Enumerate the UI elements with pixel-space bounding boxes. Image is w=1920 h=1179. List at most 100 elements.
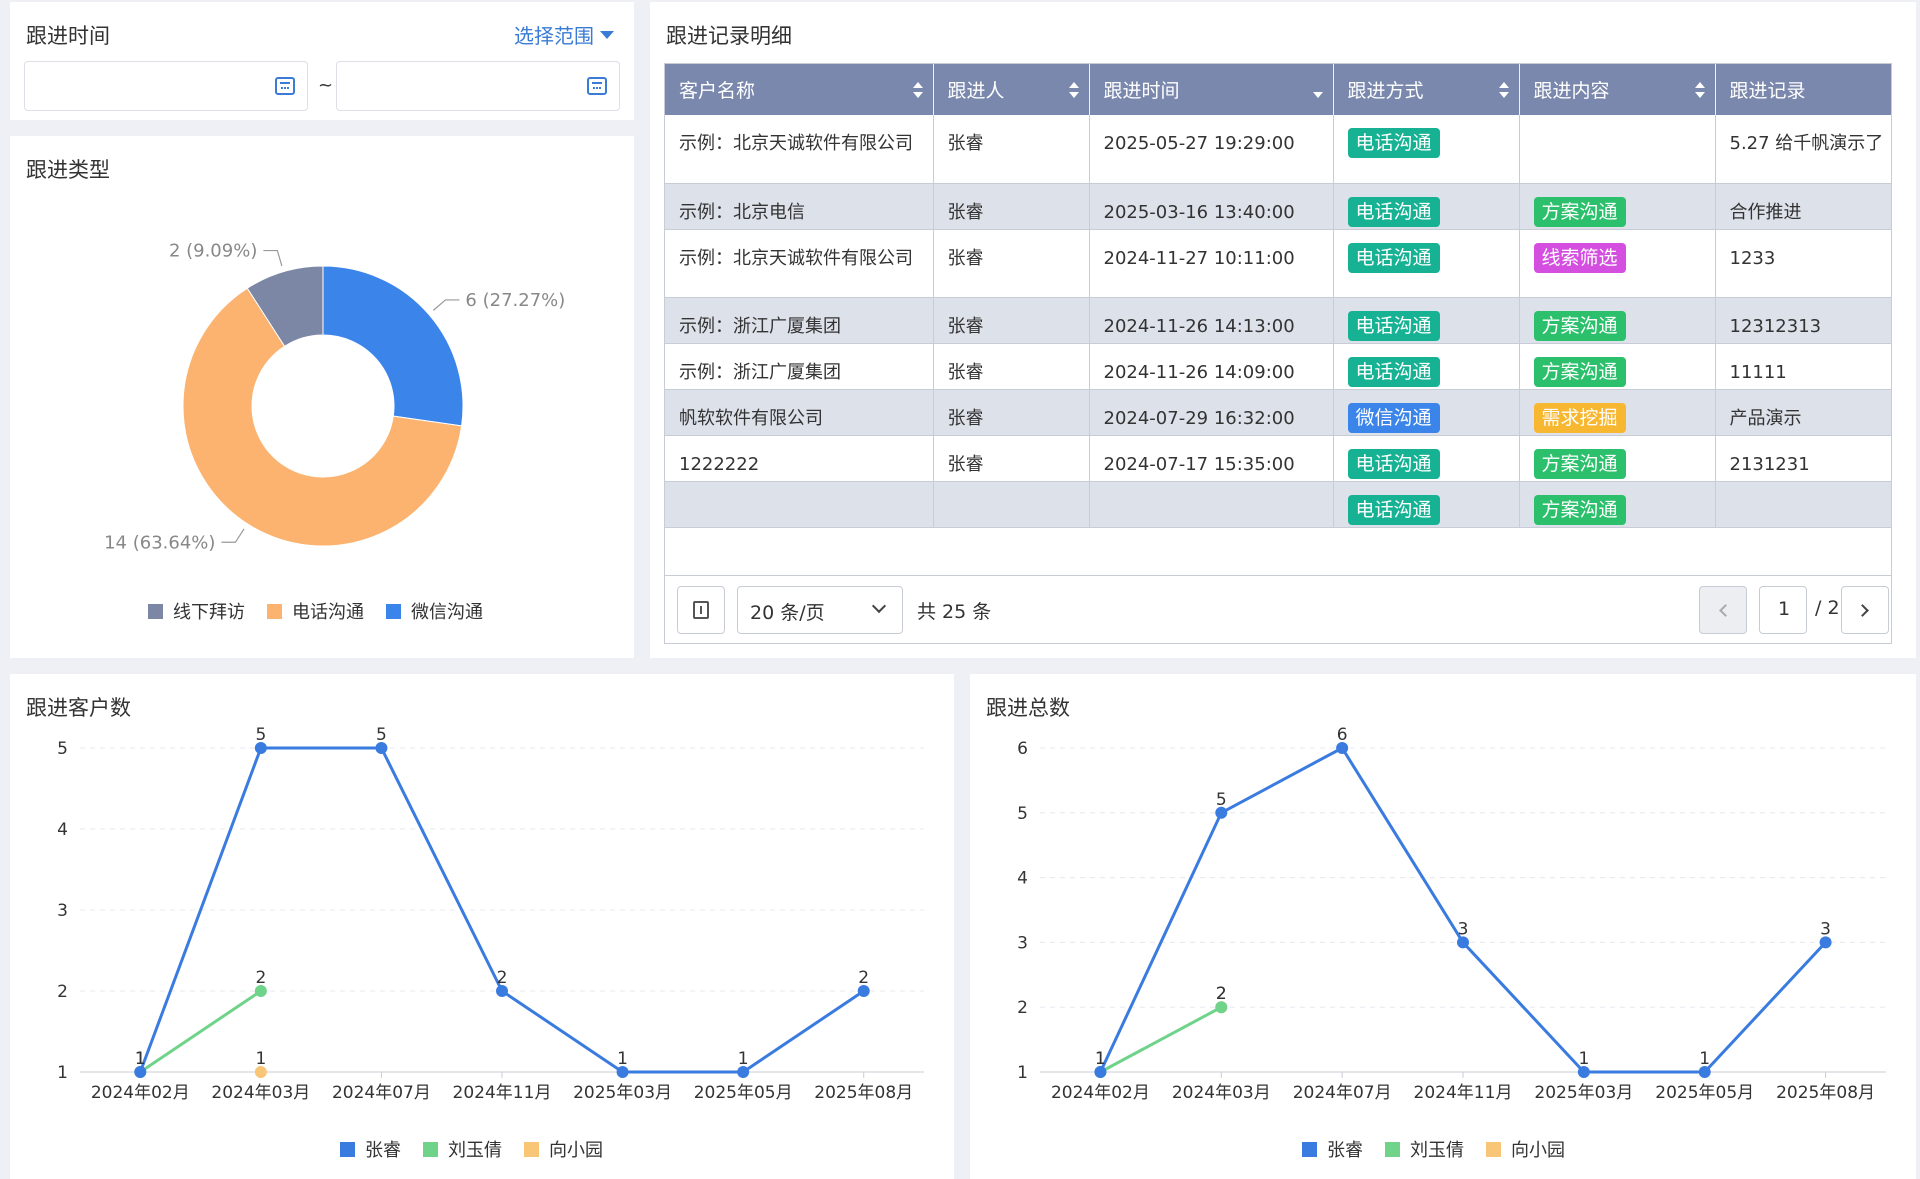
- calendar-icon[interactable]: [275, 77, 295, 95]
- cell-time: [1089, 481, 1334, 528]
- column-header[interactable]: 跟进人: [933, 64, 1090, 115]
- table-row[interactable]: 电话沟通 方案沟通: [665, 481, 1891, 528]
- y-tick-label: 4: [1017, 869, 1028, 889]
- column-header[interactable]: 跟进时间: [1089, 64, 1334, 115]
- legend-item[interactable]: 向小园: [524, 1136, 603, 1162]
- method-tag: 电话沟通: [1347, 356, 1440, 387]
- start-date-input[interactable]: [24, 61, 308, 111]
- page-size-select[interactable]: 20 条/页: [737, 586, 903, 634]
- cell-person: 张睿: [933, 435, 1090, 482]
- legend-item[interactable]: 向小园: [1486, 1136, 1565, 1162]
- y-tick-label: 2: [57, 982, 68, 1002]
- legend-swatch: [386, 603, 401, 619]
- customers-chart-title: 跟进客户数: [26, 696, 131, 720]
- leader-line: [221, 528, 245, 543]
- sort-icon[interactable]: [1498, 82, 1509, 98]
- table-row[interactable]: 1222222 张睿 2024-07-17 15:35:00 电话沟通 方案沟通 2131…: [665, 435, 1891, 482]
- content-tag: 线索筛选: [1533, 242, 1626, 273]
- data-label: 1: [255, 1049, 266, 1069]
- leader-line: [432, 299, 460, 311]
- method-tag: 电话沟通: [1347, 448, 1440, 479]
- data-label: 2: [255, 968, 266, 988]
- legend-label: 张睿: [365, 1140, 401, 1161]
- current-page-input[interactable]: 1: [1759, 586, 1807, 634]
- total-pages: / 2: [1815, 597, 1840, 619]
- cell-time: 2024-07-29 16:32:00: [1089, 389, 1334, 436]
- content-tag: 方案沟通: [1533, 494, 1626, 525]
- data-label: 5: [1216, 790, 1227, 810]
- data-label: 5: [255, 726, 266, 745]
- sort-icon[interactable]: [912, 82, 923, 98]
- y-tick-label: 5: [57, 739, 68, 759]
- slice-label: 6 (27.27%): [465, 290, 565, 311]
- table-row[interactable]: 示例：浙江广厦集团 张睿 2024-11-26 14:13:00 电话沟通 方案沟通 12…: [665, 297, 1891, 344]
- y-tick-label: 4: [57, 820, 68, 840]
- y-tick-label: 3: [1017, 933, 1028, 953]
- cell-content: [1519, 115, 1716, 184]
- sort-icon[interactable]: [1068, 82, 1079, 98]
- y-tick-label: 1: [57, 1063, 68, 1083]
- data-label: 1: [1578, 1049, 1589, 1069]
- legend-item[interactable]: 线下拜访: [148, 598, 245, 624]
- select-range-dropdown[interactable]: 选择范围: [514, 20, 614, 49]
- table-row[interactable]: 帆软软件有限公司 张睿 2024-07-29 16:32:00 微信沟通 需求挖掘 产品演…: [665, 389, 1891, 436]
- cell-record: [1715, 481, 1891, 528]
- cell-content: 方案沟通: [1519, 481, 1716, 528]
- prev-page-button[interactable]: [1699, 586, 1747, 634]
- legend-swatch: [340, 1141, 355, 1157]
- cell-person: 张睿: [933, 343, 1090, 390]
- legend-swatch: [1385, 1141, 1400, 1157]
- legend-item[interactable]: 微信沟通: [386, 598, 483, 624]
- x-tick-label: 2025年05月: [694, 1083, 793, 1103]
- page-jump-button[interactable]: [677, 586, 725, 634]
- data-label: 1: [1095, 1049, 1106, 1069]
- legend-item[interactable]: 电话沟通: [267, 598, 364, 624]
- cell-record: 5.27 给千帆演示了: [1715, 115, 1891, 184]
- sort-desc-icon[interactable]: [1312, 82, 1323, 98]
- calendar-icon[interactable]: [587, 77, 607, 95]
- data-point: [737, 1066, 750, 1078]
- legend-swatch: [148, 603, 163, 619]
- x-tick-label: 2024年11月: [453, 1083, 552, 1103]
- x-tick-label: 2024年03月: [1172, 1083, 1271, 1103]
- cell-content: 方案沟通: [1519, 183, 1716, 230]
- records-title: 跟进记录明细: [666, 24, 792, 48]
- legend-item[interactable]: 刘玉倩: [423, 1136, 502, 1162]
- total-count: 共 25 条: [917, 601, 992, 623]
- data-point: [1577, 1066, 1590, 1078]
- series-line: [1099, 746, 1827, 1074]
- records-table: 客户名称 跟进人 跟进时间 跟进方式 跟进内容 跟进记录 示例：北京天诚软件有限公司 张睿 2…: [664, 63, 1892, 576]
- data-label: 5: [376, 726, 387, 745]
- column-header[interactable]: 跟进方式: [1333, 64, 1520, 115]
- legend-item[interactable]: 刘玉倩: [1385, 1136, 1464, 1162]
- table-row[interactable]: 示例：浙江广厦集团 张睿 2024-11-26 14:09:00 电话沟通 方案沟通 11…: [665, 343, 1891, 390]
- cell-record: 11111: [1715, 343, 1891, 390]
- column-header[interactable]: 跟进记录: [1715, 64, 1891, 115]
- cell-person: 张睿: [933, 389, 1090, 436]
- table-row[interactable]: 示例：北京电信 张睿 2025-03-16 13:40:00 电话沟通 方案沟通 合作推进: [665, 183, 1891, 230]
- data-label: 1: [1095, 1049, 1106, 1069]
- table-row[interactable]: 示例：北京天诚软件有限公司 张睿 2025-05-27 19:29:00 电话沟通 5.…: [665, 115, 1891, 184]
- sort-icon[interactable]: [1694, 82, 1705, 98]
- chevron-left-icon: [1719, 604, 1732, 617]
- data-point: [375, 742, 388, 754]
- x-tick-label: 2024年11月: [1414, 1083, 1513, 1103]
- column-header[interactable]: 客户名称: [665, 64, 934, 115]
- table-row[interactable]: 示例：北京天诚软件有限公司 张睿 2024-11-27 10:11:00 电话沟通 线索…: [665, 229, 1891, 298]
- slice-label: 2 (9.09%): [169, 241, 257, 262]
- customers-chart-panel: 跟进客户数 1 2 3 4 5 2024年02月 2024年03月 2024年07月 2024年…: [10, 674, 954, 1179]
- content-tag: 方案沟通: [1533, 448, 1626, 479]
- cell-customer: 示例：北京天诚软件有限公司: [665, 229, 934, 298]
- data-point: [254, 985, 267, 997]
- end-date-input[interactable]: [336, 61, 620, 111]
- current-page-value: 1: [1778, 598, 1791, 620]
- content-tag: 方案沟通: [1533, 356, 1626, 387]
- data-label: 2: [1216, 984, 1227, 1004]
- legend-item[interactable]: 张睿: [340, 1136, 401, 1162]
- next-page-button[interactable]: [1841, 586, 1889, 634]
- caret-down-icon: [600, 30, 614, 39]
- legend-swatch: [267, 603, 282, 619]
- legend-item[interactable]: 张睿: [1302, 1136, 1363, 1162]
- column-header[interactable]: 跟进内容: [1519, 64, 1716, 115]
- slice-label: 14 (63.64%): [104, 532, 215, 553]
